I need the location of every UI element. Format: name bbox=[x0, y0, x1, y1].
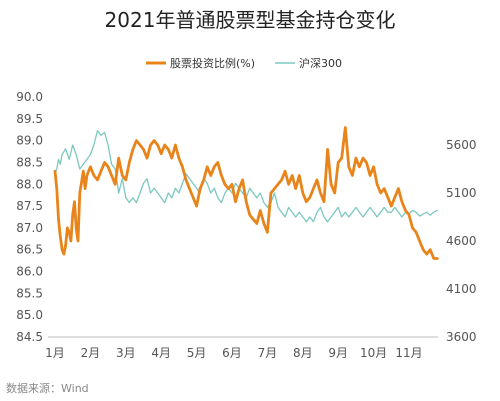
y-right-tick-label: 5100 bbox=[446, 186, 477, 200]
y-right-tick-label: 4100 bbox=[446, 282, 477, 296]
x-tick-label: 11月 bbox=[395, 346, 422, 360]
y-right-tick-label: 3600 bbox=[446, 330, 477, 344]
y-left-tick-label: 85.5 bbox=[16, 286, 43, 300]
y-right-tick-label: 4600 bbox=[446, 234, 477, 248]
x-tick-label: 1月 bbox=[45, 346, 65, 360]
x-tick-label: 8月 bbox=[293, 346, 313, 360]
y-left-tick-label: 88.5 bbox=[16, 155, 43, 169]
x-tick-label: 10月 bbox=[360, 346, 387, 360]
series-line-csi300 bbox=[54, 129, 438, 223]
x-tick-label: 9月 bbox=[328, 346, 348, 360]
legend: 股票投资比例(%) 沪深300 bbox=[146, 56, 342, 70]
y-left-tick-label: 87.5 bbox=[16, 199, 43, 213]
y-left-tick-label: 88.0 bbox=[16, 177, 43, 191]
source-note: 数据来源：Wind bbox=[6, 381, 89, 395]
y-left-tick-label: 87.0 bbox=[16, 221, 43, 235]
y-left-tick-label: 86.0 bbox=[16, 265, 43, 279]
x-axis: 1月 2月 3月 4月 5月 6月 7月 8月 9月 10月 11月 bbox=[45, 346, 422, 360]
y-left-tick-label: 89.5 bbox=[16, 112, 43, 126]
x-tick-label: 5月 bbox=[187, 346, 207, 360]
x-tick-label: 4月 bbox=[151, 346, 171, 360]
y-left-tick-label: 86.5 bbox=[16, 243, 43, 257]
y-left-tick-label: 84.5 bbox=[16, 330, 43, 344]
y-left-tick-label: 90.0 bbox=[16, 90, 43, 104]
plot-area bbox=[53, 126, 439, 260]
x-tick-label: 2月 bbox=[81, 346, 101, 360]
legend-label-stock-ratio: 股票投资比例(%) bbox=[170, 56, 255, 70]
chart-title: 2021年普通股票型基金持仓变化 bbox=[105, 8, 396, 32]
y-axis-right: 5600 5100 4600 4100 3600 bbox=[446, 138, 477, 344]
y-left-tick-label: 89.0 bbox=[16, 134, 43, 148]
y-right-tick-label: 5600 bbox=[446, 138, 477, 152]
legend-label-csi300: 沪深300 bbox=[299, 56, 342, 70]
series-line-stock-ratio bbox=[53, 126, 439, 260]
y-axis-left: 90.0 89.5 89.0 88.5 88.0 87.5 87.0 86.5 86.0 85.5… bbox=[16, 90, 43, 344]
x-tick-label: 7月 bbox=[258, 346, 278, 360]
y-left-tick-label: 85.0 bbox=[16, 308, 43, 322]
x-tick-label: 6月 bbox=[222, 346, 242, 360]
x-tick-label: 3月 bbox=[116, 346, 136, 360]
